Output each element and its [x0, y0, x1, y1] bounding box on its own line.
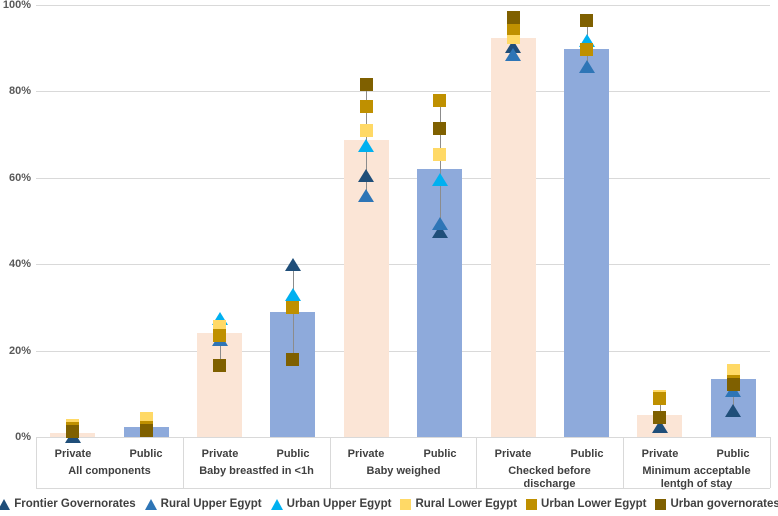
gridline	[36, 264, 770, 265]
marker-urban-governorates	[286, 353, 299, 366]
legend-label: Frontier Governorates	[14, 498, 136, 510]
group-label: Baby weighed	[366, 465, 441, 477]
category-box-border	[36, 437, 770, 438]
marker-urban-lower-egypt	[213, 329, 226, 342]
category-label: Public	[423, 448, 457, 460]
marker-urban-lower-egypt	[433, 94, 446, 107]
group-label: Baby breastfed in <1h	[199, 465, 314, 477]
bar-public	[417, 169, 462, 437]
category-label: Private	[201, 448, 239, 460]
legend-label: Urban Lower Egypt	[541, 498, 647, 510]
marker-rural-upper-egypt	[579, 60, 595, 73]
y-axis-tick-label: 40%	[8, 258, 31, 270]
marker-urban-upper-egypt	[285, 288, 301, 301]
y-axis-tick-label: 60%	[8, 172, 31, 184]
category-label: Private	[494, 448, 532, 460]
legend-item-urban-governorates: Urban governorates	[655, 498, 778, 510]
legend-triangle-icon	[270, 498, 283, 510]
marker-urban-upper-egypt	[358, 139, 374, 152]
marker-rural-lower-egypt	[433, 148, 446, 161]
category-label: Private	[641, 448, 679, 460]
category-label: Public	[129, 448, 163, 460]
marker-urban-upper-egypt	[432, 173, 448, 186]
group-divider	[770, 437, 771, 488]
y-axis-tick-label: 0%	[15, 431, 31, 443]
marker-urban-lower-egypt	[653, 392, 666, 405]
y-axis-tick-label: 80%	[8, 85, 31, 97]
marker-rural-upper-egypt	[432, 217, 448, 230]
category-box-border	[36, 488, 770, 489]
y-axis-tick-label: 100%	[2, 0, 31, 11]
marker-urban-governorates	[213, 359, 226, 372]
legend-item-rural-lower-egypt: Rural Lower Egypt	[400, 498, 517, 510]
whisker-line	[440, 100, 441, 232]
marker-frontier-governorates	[725, 404, 741, 417]
group-divider	[183, 437, 184, 488]
marker-urban-governorates	[580, 14, 593, 27]
marker-rural-lower-egypt	[727, 364, 740, 377]
legend-item-frontier-governorates: Frontier Governorates	[0, 498, 136, 510]
legend-item-urban-lower-egypt: Urban Lower Egypt	[526, 498, 646, 510]
y-axis-tick-label: 20%	[8, 345, 31, 357]
legend-square-icon	[526, 498, 538, 510]
gridline	[36, 5, 770, 6]
bar-private	[197, 333, 242, 437]
marker-rural-lower-egypt	[360, 124, 373, 137]
bar-public	[270, 312, 315, 437]
marker-urban-governorates	[140, 424, 153, 437]
marker-urban-governorates	[66, 425, 79, 438]
legend-square-icon	[655, 498, 667, 510]
marker-urban-lower-egypt	[286, 301, 299, 314]
bar-public	[564, 49, 609, 437]
marker-urban-governorates	[433, 122, 446, 135]
category-label: Public	[716, 448, 750, 460]
legend-square-icon	[400, 498, 412, 510]
marker-urban-governorates	[727, 378, 740, 391]
legend-item-urban-upper-egypt: Urban Upper Egypt	[270, 498, 392, 510]
group-divider	[36, 437, 37, 488]
marker-urban-lower-egypt	[580, 43, 593, 56]
legend-item-rural-upper-egypt: Rural Upper Egypt	[144, 498, 262, 510]
gridline	[36, 91, 770, 92]
gridline	[36, 351, 770, 352]
group-divider	[476, 437, 477, 488]
group-label: Checked before discharge	[508, 465, 591, 490]
marker-frontier-governorates	[358, 169, 374, 182]
gridline	[36, 178, 770, 179]
legend-label: Rural Lower Egypt	[415, 498, 518, 510]
legend-triangle-icon	[0, 498, 11, 510]
marker-urban-governorates	[360, 78, 373, 91]
marker-frontier-governorates	[285, 258, 301, 271]
group-divider	[330, 437, 331, 488]
legend-label: Urban Upper Egypt	[286, 498, 392, 510]
legend: Frontier Governorates Rural Upper Egypt Ur…	[0, 494, 778, 514]
category-label: Public	[276, 448, 310, 460]
marker-rural-upper-egypt	[358, 189, 374, 202]
legend-label: Rural Upper Egypt	[160, 498, 262, 510]
group-divider	[623, 437, 624, 488]
marker-urban-governorates	[653, 411, 666, 424]
marker-urban-lower-egypt	[507, 22, 520, 35]
marker-urban-governorates	[507, 11, 520, 24]
category-label: Private	[54, 448, 92, 460]
group-label: All components	[68, 465, 151, 477]
bar-private	[491, 38, 536, 437]
group-label: Minimum acceptable lentgh of stay	[642, 465, 751, 490]
category-label: Private	[347, 448, 385, 460]
legend-triangle-icon	[144, 498, 157, 510]
marker-rural-upper-egypt	[505, 48, 521, 61]
legend-label: Urban governorates	[670, 498, 778, 510]
marker-urban-lower-egypt	[360, 100, 373, 113]
category-label: Public	[570, 448, 604, 460]
